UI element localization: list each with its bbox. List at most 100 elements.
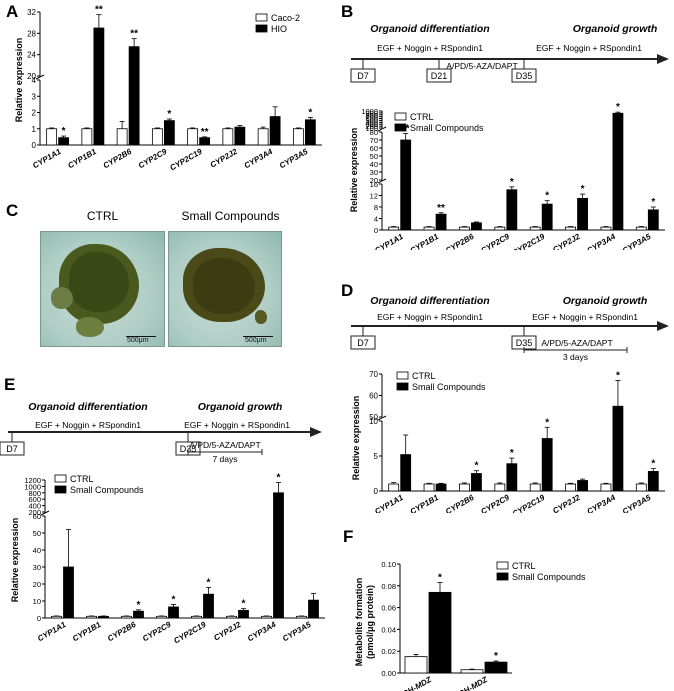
- category-label: CYP2B6: [106, 620, 138, 644]
- significance-mark: **: [95, 5, 103, 16]
- stage-title-growth: Organoid growth: [563, 295, 648, 307]
- bar-ctrl: [46, 128, 58, 146]
- bar-treat: [400, 139, 412, 231]
- axis-break: [35, 74, 45, 80]
- y-tick-label: 10: [33, 597, 41, 606]
- y-tick-label: 900: [365, 109, 378, 118]
- day-box: [350, 68, 376, 83]
- bar-ctrl: [86, 615, 97, 619]
- bar-ctrl: [529, 226, 541, 231]
- treatment-label: A/PD/5-AZA/DAPT: [541, 338, 612, 348]
- y-tick-label: 16: [370, 180, 378, 189]
- y-tick-label: 200: [28, 508, 41, 517]
- category-label: CYP2C19: [511, 232, 547, 250]
- organoid-photo-ctrl: 500μm: [40, 231, 165, 347]
- bar-ctrl: [81, 128, 93, 146]
- legend-swatch: [396, 382, 409, 391]
- factors-left: EGF + Noggin + RSpondin1: [35, 420, 141, 430]
- bar-ctrl: [257, 128, 269, 146]
- significance-mark: *: [616, 102, 620, 113]
- significance-mark: **: [201, 127, 209, 138]
- scale-bar: [243, 336, 273, 337]
- legend-swatch: [496, 572, 509, 581]
- panel-e-chart: E Organoid differentiation Organoid growth…: [0, 375, 325, 646]
- y-tick-label: 300: [365, 120, 378, 129]
- bar-ctrl: [388, 483, 400, 492]
- y-tick-label: 0.02: [381, 647, 396, 656]
- y-tick-label: 0.08: [381, 582, 396, 591]
- significance-mark: *: [651, 197, 655, 208]
- bar-treat: [647, 470, 659, 492]
- y-axis-title: Relative expression: [14, 38, 24, 123]
- factors-right: EGF + Noggin + RSpondin1: [536, 43, 642, 53]
- bar-treat: [163, 120, 175, 146]
- y-tick-label: 32: [27, 8, 36, 17]
- y-tick-label: 1000: [361, 107, 378, 116]
- legend-swatch: [255, 24, 268, 33]
- bar-ctrl: [529, 483, 541, 492]
- y-tick-label: 60: [369, 392, 378, 401]
- category-label: CYP3A4: [585, 493, 617, 513]
- legend-label: Small Compounds: [70, 485, 144, 495]
- timeline-arrowhead: [657, 54, 669, 64]
- panel-label: C: [6, 201, 19, 220]
- category-label: CYP1A1: [36, 620, 68, 644]
- category-label: 4-OH-MDZ: [450, 674, 490, 691]
- category-label: CYP3A5: [281, 620, 313, 644]
- y-tick-label: 600: [365, 115, 378, 124]
- factors-right: EGF + Noggin + RSpondin1: [184, 420, 290, 430]
- category-label: CYP2J2: [212, 620, 243, 643]
- bar-ctrl: [460, 669, 484, 674]
- day-box: [350, 335, 376, 350]
- legend-label: HIO: [271, 24, 287, 34]
- category-label: CYP1A1: [31, 147, 63, 171]
- bar-treat: [199, 137, 211, 146]
- bar-ctrl: [121, 615, 132, 619]
- bar-treat: [435, 483, 447, 492]
- y-tick-label: 0: [37, 614, 41, 623]
- y-tick-label: 50: [369, 413, 378, 422]
- axis-break: [377, 415, 387, 421]
- significance-mark: *: [545, 191, 549, 202]
- y-tick-label: 50: [33, 529, 41, 538]
- bar-treat: [203, 593, 214, 619]
- y-tick-label: 30: [370, 168, 378, 177]
- bar-ctrl: [494, 226, 506, 231]
- category-label: CYP2J2: [551, 232, 582, 250]
- bar-ctrl: [296, 615, 307, 619]
- bar-ctrl: [226, 615, 237, 619]
- significance-mark: *: [308, 107, 312, 118]
- bar-treat: [612, 112, 624, 231]
- bar-ctrl: [459, 226, 470, 231]
- y-tick-label: 60: [33, 512, 41, 521]
- y-tick-label: 1200: [24, 476, 41, 485]
- y-tick-label: 800: [365, 111, 378, 120]
- bar-ctrl: [635, 226, 647, 231]
- legend-swatch: [394, 112, 407, 121]
- category-label: CYP2J2: [209, 147, 240, 170]
- y-axis-title: Relative expression: [349, 128, 359, 213]
- category-label: CYP3A5: [278, 147, 310, 171]
- significance-mark: **: [130, 29, 138, 40]
- significance-mark: *: [172, 594, 176, 605]
- bar-ctrl: [600, 226, 612, 231]
- day-label: D35: [516, 338, 533, 348]
- day-label: D7: [357, 338, 369, 348]
- significance-mark: *: [438, 573, 442, 584]
- y-tick-label: 100: [365, 124, 378, 133]
- significance-mark: *: [510, 177, 514, 188]
- bar-treat: [308, 599, 319, 619]
- bar-treat: [133, 610, 144, 619]
- y-tick-label: 0.04: [381, 625, 396, 634]
- panel-c-images: C CTRL Small Compounds 500μm 500μm: [0, 195, 337, 355]
- category-label: CYP2C19: [172, 620, 208, 646]
- significance-mark: *: [651, 459, 655, 470]
- treatment-duration: 7 days: [212, 454, 237, 464]
- bar-treat: [63, 566, 74, 619]
- stage-title-growth: Organoid growth: [573, 23, 658, 35]
- panel-f-chart: F 0.00 0.02 0.04 0.06 0.08 0.10 Metabolite form…: [343, 527, 586, 691]
- y-tick-label: 700: [365, 113, 378, 122]
- bar-treat: [577, 480, 588, 492]
- bar-ctrl: [191, 615, 202, 619]
- scale-bar-label: 500μm: [127, 337, 149, 344]
